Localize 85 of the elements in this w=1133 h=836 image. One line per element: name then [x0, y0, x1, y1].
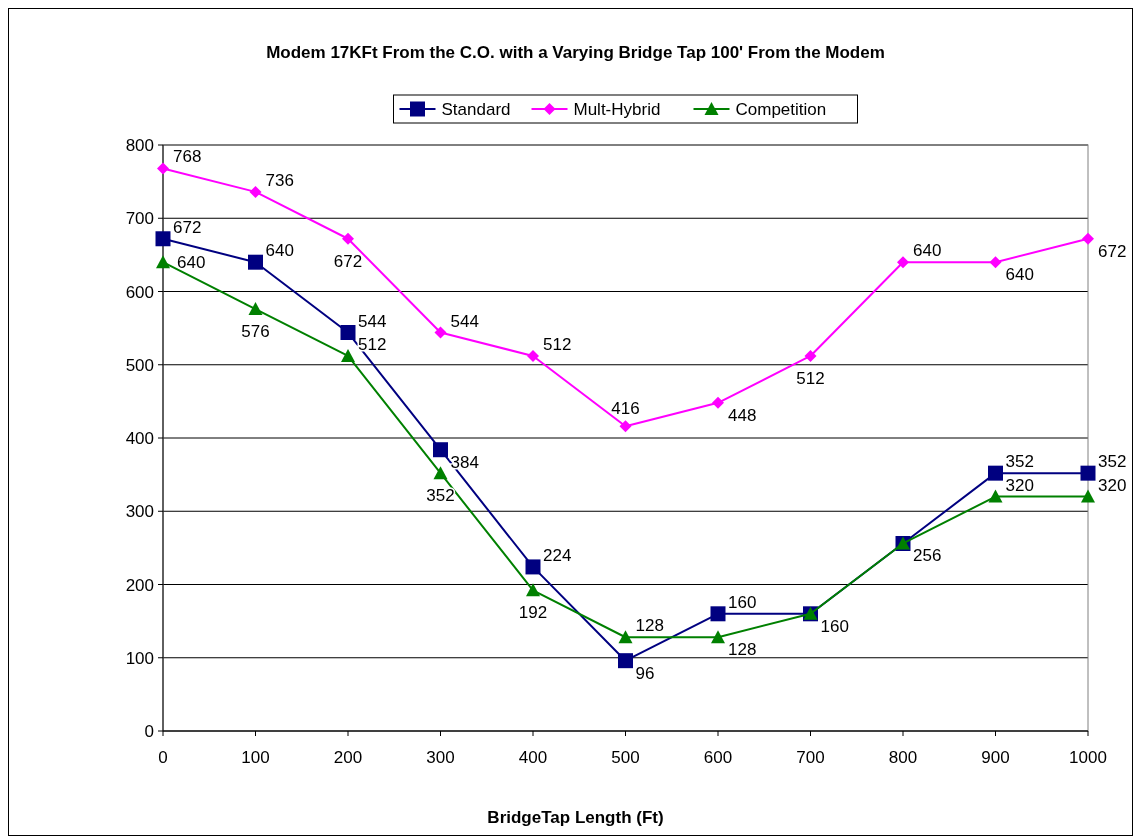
point	[989, 256, 1002, 269]
point	[248, 302, 263, 316]
x-tick-label: 700	[796, 748, 825, 767]
x-tick-label: 300	[426, 748, 455, 767]
data-label: 320	[1005, 475, 1034, 495]
point	[897, 256, 909, 269]
point	[1081, 489, 1095, 503]
x-tick-label: 100	[241, 748, 270, 767]
point	[711, 630, 725, 644]
point	[156, 255, 170, 269]
point	[1082, 232, 1094, 245]
point	[712, 396, 724, 409]
data-label: 128	[635, 616, 664, 636]
x-tick-label: 0	[158, 748, 168, 767]
point	[527, 349, 539, 362]
point	[618, 653, 633, 669]
data-label: 640	[177, 253, 206, 273]
data-label: 672	[1098, 241, 1127, 261]
point	[157, 162, 169, 175]
point	[710, 606, 726, 622]
chart-title: Modem 17KFt From the C.O. with a Varying Bridge Tap 100' From the Modem	[266, 43, 885, 62]
data-label: 352	[1005, 452, 1034, 472]
data-label: 352	[426, 486, 455, 506]
x-tick-label: 200	[333, 748, 363, 767]
y-tick-label: 400	[125, 429, 154, 448]
data-label: 160	[728, 592, 757, 612]
point	[1080, 465, 1096, 481]
point	[341, 348, 355, 362]
data-label: 640	[265, 241, 294, 261]
point	[342, 232, 354, 245]
data-label: 160	[820, 616, 849, 636]
x-tick-label: 1000	[1069, 748, 1107, 767]
point	[988, 489, 1003, 503]
data-label: 448	[728, 405, 757, 425]
data-label: 384	[450, 452, 479, 472]
point	[526, 583, 540, 597]
x-axis-title: BridgeTap Length (Ft)	[487, 808, 664, 827]
y-tick-label: 700	[125, 209, 154, 229]
x-tick-label: 600	[703, 748, 733, 767]
point	[340, 325, 356, 341]
y-tick-label: 600	[125, 282, 154, 302]
data-label: 672	[333, 251, 363, 271]
y-tick-label: 300	[125, 502, 154, 522]
x-tick-label: 800	[888, 748, 918, 767]
x-tick-label: 900	[981, 748, 1010, 767]
data-label: 96	[635, 663, 655, 683]
y-tick-label: 200	[125, 575, 154, 595]
data-label: 512	[358, 334, 387, 354]
legend-label: Competition	[735, 100, 827, 119]
data-label: 768	[173, 147, 202, 167]
point	[618, 630, 633, 644]
data-label: 320	[1098, 475, 1127, 495]
legend-label: Standard	[441, 100, 511, 119]
point	[804, 349, 817, 362]
data-label: 128	[728, 640, 757, 660]
data-label: 256	[913, 546, 942, 566]
data-label: 512	[796, 368, 825, 388]
data-label: 512	[543, 334, 572, 354]
point	[433, 466, 448, 480]
point	[525, 559, 541, 575]
data-label: 352	[1098, 452, 1127, 472]
point	[155, 231, 171, 247]
point	[988, 465, 1003, 481]
data-label: 640	[1005, 265, 1034, 285]
point	[249, 185, 262, 198]
point	[248, 254, 263, 270]
data-label: 544	[450, 311, 479, 331]
legend-label: Mult-Hybrid	[573, 100, 661, 119]
data-label: 192	[518, 603, 548, 623]
data-label: 736	[265, 170, 294, 190]
y-tick-label: 100	[125, 648, 154, 668]
point	[434, 326, 447, 339]
data-label: 576	[241, 322, 270, 342]
x-tick-label: 500	[611, 748, 640, 767]
data-label: 224	[543, 545, 572, 565]
point	[433, 442, 448, 458]
data-label: 640	[913, 241, 942, 261]
y-tick-label: 500	[125, 355, 154, 375]
point	[619, 420, 632, 433]
data-label: 544	[358, 311, 387, 331]
y-tick-label: 800	[125, 136, 154, 155]
data-label: 672	[173, 217, 202, 237]
data-label: 416	[611, 399, 640, 419]
y-tick-label: 0	[144, 722, 154, 741]
x-tick-label: 400	[518, 748, 548, 767]
